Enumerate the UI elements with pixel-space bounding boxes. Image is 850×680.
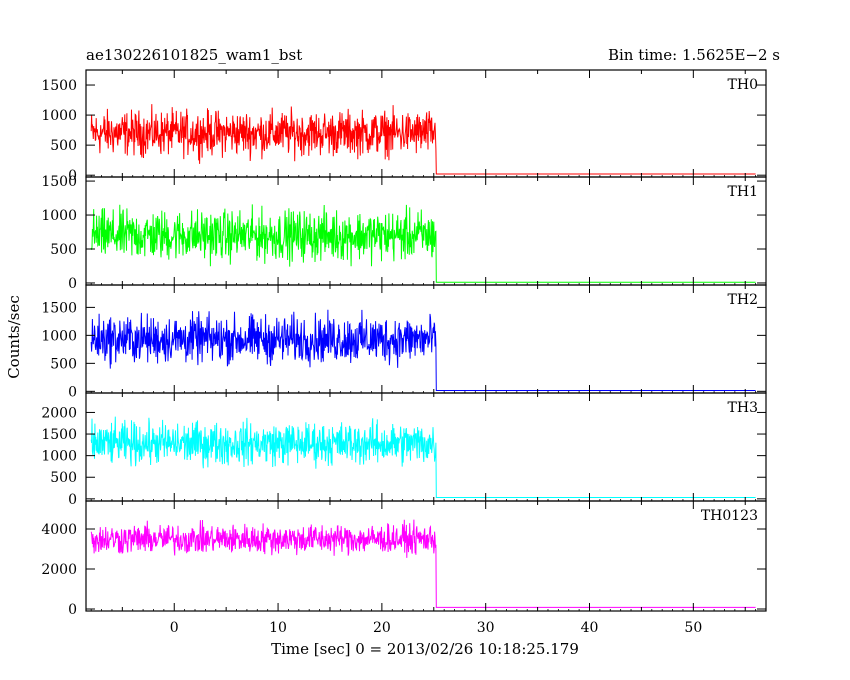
x-tick-label: 10 xyxy=(269,620,287,636)
panel-th1: 0 500 1000 1500 TH1 xyxy=(41,174,767,292)
y-tick-label: 0 xyxy=(68,276,77,292)
panel-label: TH2 xyxy=(728,292,758,308)
panel-th0: 0 500 1000 1500 TH0 xyxy=(41,69,767,184)
y-tick-label: 1500 xyxy=(41,300,77,316)
chart-title-left: ae130226101825_wam1_bst xyxy=(86,46,302,64)
y-tick-label: 0 xyxy=(68,168,77,184)
panel-label: TH0 xyxy=(728,77,758,93)
y-tick-label: 0 xyxy=(68,492,77,508)
series-line-th1 xyxy=(90,204,756,283)
series-line-th0 xyxy=(90,104,756,175)
series-line-th3 xyxy=(90,416,756,498)
panel-frame xyxy=(85,500,767,612)
y-tick-label: 1500 xyxy=(41,427,77,443)
y-tick-label: 500 xyxy=(50,138,77,154)
y-tick-label: 0 xyxy=(68,384,77,400)
x-axis-label: Time [sec] 0 = 2013/02/26 10:18:25.179 xyxy=(271,640,579,658)
panel-th0123: 0 2000 4000 TH0123 xyxy=(41,500,767,618)
y-tick-label: 1000 xyxy=(41,449,77,465)
y-tick-label: 1500 xyxy=(41,78,77,94)
y-tick-label: 500 xyxy=(50,356,77,372)
y-tick-label: 2000 xyxy=(41,405,77,421)
y-tick-label: 500 xyxy=(50,242,77,258)
panel-label: TH1 xyxy=(728,184,758,200)
panel-label: TH0123 xyxy=(701,508,758,524)
panel-th3: 0 500 1000 1500 2000 TH3 xyxy=(41,392,767,508)
chart-title-right: Bin time: 1.5625E−2 s xyxy=(608,46,780,64)
y-tick-label: 1000 xyxy=(41,108,77,124)
y-tick-label: 4000 xyxy=(41,522,77,538)
series-line-th2 xyxy=(90,309,756,391)
y-axis-label: Counts/sec xyxy=(5,295,23,379)
x-tick-label: 0 xyxy=(170,620,179,636)
y-tick-label: 0 xyxy=(68,602,77,618)
x-tick-label: 50 xyxy=(684,620,702,636)
y-tick-label: 1000 xyxy=(41,208,77,224)
y-tick-label: 1500 xyxy=(41,174,77,190)
panel-label: TH3 xyxy=(728,400,758,416)
panel-th2: 0 500 1000 1500 TH2 xyxy=(41,284,767,400)
x-tick-label: 20 xyxy=(373,620,391,636)
y-tick-label: 2000 xyxy=(41,562,77,578)
y-tick-label: 500 xyxy=(50,470,77,486)
x-tick-label: 30 xyxy=(477,620,495,636)
series-line-th0123 xyxy=(90,519,756,608)
x-tick-label: 40 xyxy=(581,620,599,636)
y-tick-label: 1000 xyxy=(41,328,77,344)
